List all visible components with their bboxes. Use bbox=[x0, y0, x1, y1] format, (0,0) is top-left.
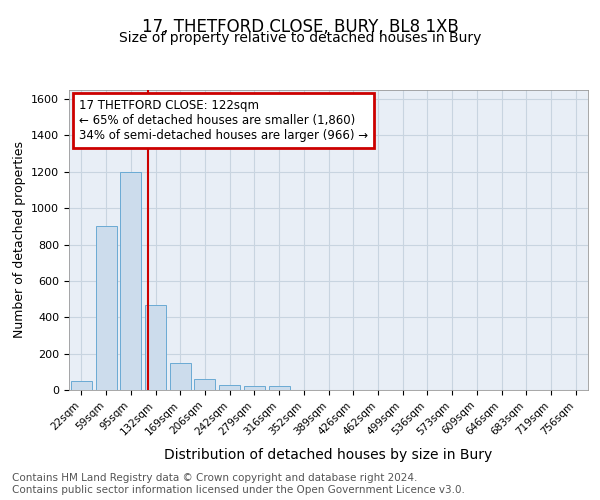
Bar bbox=[194, 379, 215, 390]
Bar bbox=[71, 381, 92, 390]
Bar bbox=[120, 172, 141, 390]
Bar bbox=[95, 226, 116, 390]
Text: Size of property relative to detached houses in Bury: Size of property relative to detached ho… bbox=[119, 31, 481, 45]
Text: Contains HM Land Registry data © Crown copyright and database right 2024.
Contai: Contains HM Land Registry data © Crown c… bbox=[12, 474, 465, 495]
Text: 17 THETFORD CLOSE: 122sqm
← 65% of detached houses are smaller (1,860)
34% of se: 17 THETFORD CLOSE: 122sqm ← 65% of detac… bbox=[79, 99, 368, 142]
Bar bbox=[145, 304, 166, 390]
Bar bbox=[244, 386, 265, 390]
Bar bbox=[170, 362, 191, 390]
Y-axis label: Number of detached properties: Number of detached properties bbox=[13, 142, 26, 338]
Bar bbox=[269, 386, 290, 390]
Bar bbox=[219, 384, 240, 390]
X-axis label: Distribution of detached houses by size in Bury: Distribution of detached houses by size … bbox=[164, 448, 493, 462]
Text: 17, THETFORD CLOSE, BURY, BL8 1XB: 17, THETFORD CLOSE, BURY, BL8 1XB bbox=[142, 18, 458, 36]
